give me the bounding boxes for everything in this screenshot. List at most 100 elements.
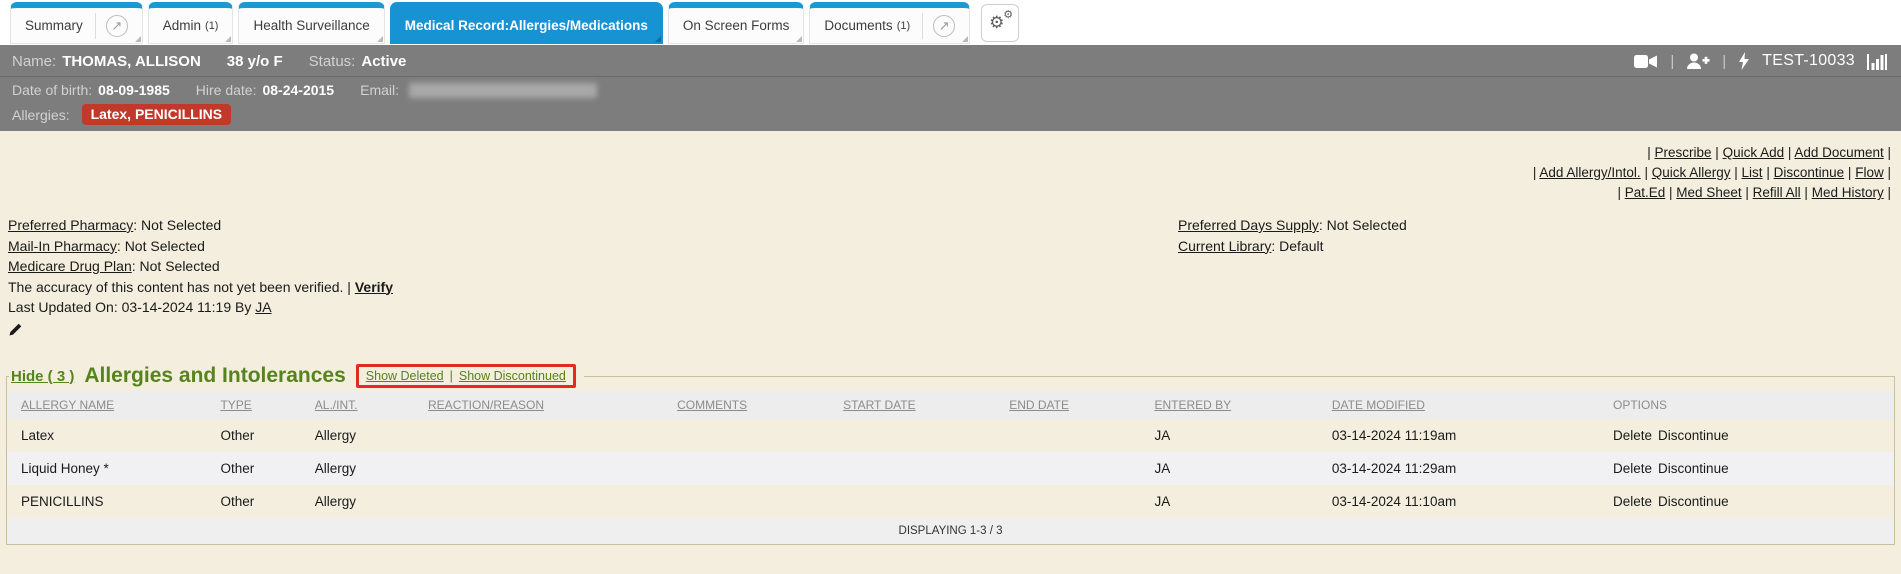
hide-section-link[interactable]: Hide ( 3 ) — [11, 367, 75, 385]
separator: | — [1887, 165, 1891, 180]
tab-health-surveillance[interactable]: Health Surveillance — [238, 2, 385, 44]
tab-documents-count: (1) — [896, 19, 911, 32]
separator: | — [1532, 165, 1537, 180]
preferred-days-supply-link[interactable]: Preferred Days Supply — [1178, 217, 1319, 233]
pharmacy-info-right: Preferred Days Supply: Not Selected Curr… — [1178, 215, 1407, 256]
delete-action[interactable]: Delete — [1613, 428, 1653, 443]
bar-chart-icon[interactable] — [1867, 53, 1887, 70]
entered-by-cell: JA — [1154, 428, 1171, 443]
tab-medical-record-allergies-medications[interactable]: Medical Record:Allergies/Medications — [389, 2, 663, 44]
last-updated-by-link[interactable]: JA — [255, 299, 272, 315]
patient-id: TEST-10033 — [1762, 52, 1855, 69]
col-type[interactable]: TYPE — [216, 391, 311, 419]
end-date-cell — [1005, 419, 1150, 452]
allergy-name-cell: Liquid Honey * — [7, 452, 217, 485]
name-label: Name: — [12, 52, 57, 70]
separator: | — [1644, 165, 1648, 180]
email-value-redacted — [409, 82, 598, 98]
med-history-link[interactable]: Med History — [1811, 185, 1884, 200]
quick-allergy-link[interactable]: Quick Allergy — [1651, 165, 1731, 180]
verify-link[interactable]: Verify — [354, 278, 393, 295]
discontinue-action[interactable]: Discontinue — [1658, 428, 1729, 443]
list-link[interactable]: List — [1741, 165, 1763, 180]
discontinue-action[interactable]: Discontinue — [1658, 494, 1729, 509]
show-deleted-link[interactable]: Show Deleted — [365, 369, 444, 383]
tab-admin-count: (1) — [205, 19, 219, 32]
tab-summary[interactable]: Summary ↗ — [10, 2, 143, 44]
delete-action[interactable]: Delete — [1613, 461, 1653, 476]
preferred-pharmacy-link[interactable]: Preferred Pharmacy — [8, 217, 134, 233]
tab-on-screen-forms[interactable]: On Screen Forms — [667, 2, 805, 44]
separator: | — [1647, 145, 1651, 160]
col-al-int[interactable]: AL./INT. — [310, 391, 425, 419]
popout-icon[interactable]: ↗ — [105, 14, 128, 37]
patient-status: Active — [361, 52, 407, 70]
medicare-drug-plan-link[interactable]: Medicare Drug Plan — [8, 258, 132, 274]
tab-admin[interactable]: Admin (1) — [147, 2, 234, 44]
comments-cell — [673, 485, 839, 518]
allergies-label: Allergies: — [12, 106, 70, 123]
separator: | — [1887, 145, 1891, 160]
separator: | — [1804, 185, 1808, 200]
col-entered-by[interactable]: ENTERED BY — [1150, 391, 1328, 419]
discontinue-action[interactable]: Discontinue — [1658, 461, 1729, 476]
current-library-link[interactable]: Current Library — [1178, 237, 1272, 254]
edit-pencil-icon[interactable] — [8, 322, 23, 343]
displaying-count: DISPLAYING 1-3 / 3 — [7, 518, 1894, 544]
hire-date-value: 08-24-2015 — [262, 82, 335, 98]
options-cell: Delete Discontinue — [1609, 452, 1894, 485]
email-label: Email: — [360, 82, 400, 98]
col-allergy-name[interactable]: ALLERGY NAME — [7, 391, 217, 419]
reaction-cell — [424, 452, 674, 485]
popout-icon[interactable]: ↗ — [933, 14, 956, 37]
main-content: | Prescribe | Quick Add | Add Document |… — [0, 131, 1901, 545]
date-modified-cell: 03-14-2024 11:29am — [1327, 452, 1610, 485]
table-row: Liquid Honey * Other Allergy JA 03-14-20… — [7, 452, 1894, 485]
separator: | — [1715, 145, 1719, 160]
add-document-link[interactable]: Add Document — [1794, 145, 1884, 160]
patient-bar-line1: Name: THOMAS, ALLISON 38 y/o F Status: A… — [0, 45, 1901, 77]
col-reaction-reason[interactable]: REACTION/REASON — [424, 391, 674, 419]
allergies-badge[interactable]: Latex, PENICILLINS — [81, 104, 232, 125]
settings-button[interactable]: ⚙ ⚙ — [981, 4, 1020, 42]
show-discontinued-link[interactable]: Show Discontinued — [458, 369, 566, 383]
medication-action-links: | Prescribe | Quick Add | Add Document |… — [0, 143, 1901, 203]
date-modified-cell: 03-14-2024 11:19am — [1331, 428, 1457, 443]
tab-documents[interactable]: Documents (1) ↗ — [809, 2, 971, 44]
separator: | — [1617, 185, 1621, 200]
refill-all-link[interactable]: Refill All — [1752, 185, 1801, 200]
quick-add-link[interactable]: Quick Add — [1722, 145, 1785, 160]
col-start-date[interactable]: START DATE — [839, 391, 1006, 419]
pharmacy-info-row: Preferred Pharmacy: Not Selected Mail-In… — [0, 215, 1901, 342]
tab-medical-record-label: Medical Record:Allergies/Medications — [404, 18, 648, 33]
flow-link[interactable]: Flow — [1855, 165, 1884, 180]
allergies-section: Hide ( 3 ) Allergies and Intolerances Sh… — [6, 364, 1895, 545]
separator: | — [1745, 185, 1749, 200]
add-allergy-intol-link[interactable]: Add Allergy/Intol. — [1539, 165, 1641, 180]
add-person-icon[interactable] — [1686, 53, 1710, 70]
table-header-row: ALLERGY NAME TYPE AL./INT. REACTION/REAS… — [7, 391, 1894, 419]
discontinue-link[interactable]: Discontinue — [1773, 165, 1845, 180]
tab-bar: Summary ↗ Admin (1) Health Surveillance … — [0, 0, 1901, 45]
tab-admin-label: Admin — [162, 18, 202, 33]
med-sheet-link[interactable]: Med Sheet — [1676, 185, 1742, 200]
mail-in-pharmacy-line: Mail-In Pharmacy: Not Selected — [8, 236, 1901, 257]
verify-notice-line: The accuracy of this content has not yet… — [8, 277, 1901, 298]
allergy-name-cell: PENICILLINS — [21, 494, 104, 509]
status-label: Status: — [308, 52, 356, 70]
col-date-modified[interactable]: DATE MODIFIED — [1327, 391, 1610, 419]
lightning-bolt-icon[interactable] — [1738, 52, 1750, 70]
col-end-date[interactable]: END DATE — [1005, 391, 1151, 419]
pat-ed-link[interactable]: Pat.Ed — [1624, 185, 1666, 200]
mail-in-pharmacy-link[interactable]: Mail-In Pharmacy — [8, 237, 117, 254]
start-date-cell — [839, 419, 1005, 452]
col-comments[interactable]: COMMENTS — [673, 391, 840, 419]
video-camera-icon[interactable] — [1634, 54, 1658, 69]
prescribe-link[interactable]: Prescribe — [1654, 145, 1712, 160]
type-cell: Other — [220, 494, 255, 509]
end-date-cell — [1005, 452, 1151, 485]
action-links-row2: | Add Allergy/Intol. | Quick Allergy | L… — [0, 163, 1891, 183]
patient-bar-line2: Date of birth: 08-09-1985 Hire date: 08-… — [0, 77, 1901, 102]
delete-action[interactable]: Delete — [1613, 494, 1653, 509]
separator: | — [1734, 165, 1738, 180]
